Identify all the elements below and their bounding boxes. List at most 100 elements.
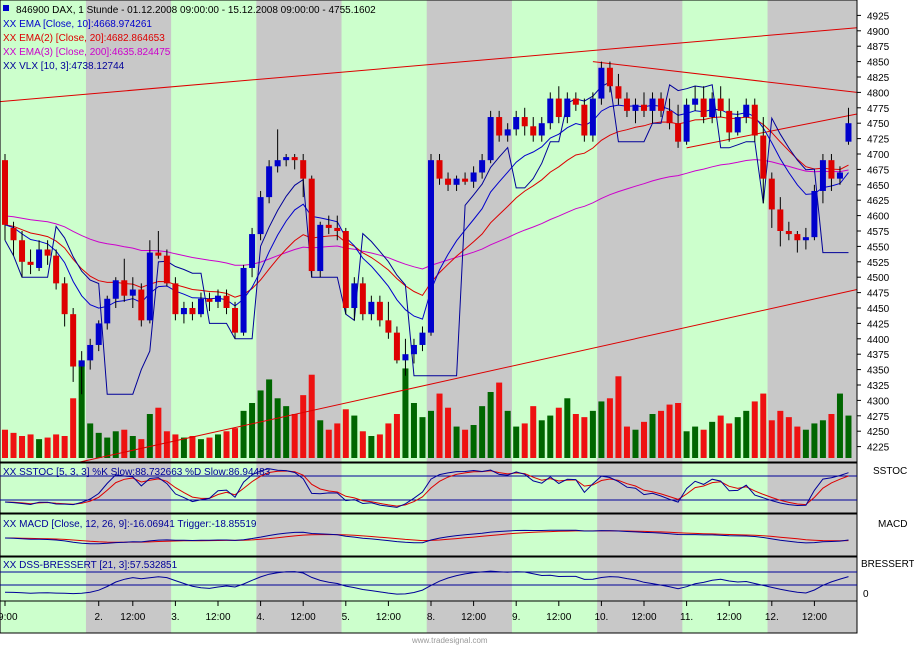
volume-bar: [692, 426, 699, 458]
candle-body: [223, 295, 230, 308]
volume-bar: [572, 414, 579, 458]
x-tick-label: 12:00: [291, 612, 316, 623]
vlx-legend: XX VLX [10, 3]:4738.12744: [3, 61, 125, 72]
volume-bar: [445, 407, 452, 458]
x-tick-label: 4.: [256, 612, 264, 623]
candle-body: [504, 129, 511, 136]
volume-bar: [163, 431, 170, 458]
volume-bar: [547, 415, 554, 458]
candles: [2, 61, 852, 395]
candle-body: [470, 172, 477, 182]
volume-bar: [266, 379, 273, 458]
candle-body: [410, 344, 417, 355]
x-tick-label: 12.: [765, 612, 779, 623]
candle-body: [291, 157, 298, 161]
candle-body: [342, 231, 349, 308]
ema20-line: [4, 116, 849, 298]
volume-bar: [189, 436, 196, 458]
volume-bar: [70, 398, 77, 458]
volume-bar: [683, 431, 690, 458]
vlx-line: [4, 81, 849, 395]
volume-bar: [581, 417, 588, 458]
y-tick-label: 4850: [867, 58, 890, 69]
macd-legend: XX MACD [Close, 12, 26, 9]:-16.06941 Tri…: [3, 519, 257, 530]
volume-bar: [530, 406, 537, 458]
volume-bar: [359, 431, 366, 458]
candle-body: [189, 308, 196, 315]
volume-bar: [325, 429, 332, 458]
candle-body: [794, 234, 801, 241]
candle-body: [197, 298, 204, 315]
volume-bar: [172, 434, 179, 458]
candle-body: [632, 104, 639, 111]
volume-bar: [410, 403, 417, 458]
candle-body: [180, 308, 187, 315]
candle-body: [649, 98, 656, 111]
volume-bar: [845, 415, 852, 458]
volume-bar: [598, 401, 605, 458]
candle-body: [44, 249, 51, 256]
candle-body: [53, 255, 60, 284]
sstoc-k-line: [4, 468, 849, 508]
volume-bar: [632, 429, 639, 458]
volume-bar: [538, 420, 545, 458]
volume-bar: [513, 426, 520, 458]
candle-body: [785, 231, 792, 235]
y-tick-label: 4775: [867, 104, 890, 115]
x-tick-label: 12:00: [461, 612, 486, 623]
volume-bar: [308, 374, 315, 458]
candle-body: [70, 314, 77, 367]
ema10-line: [4, 104, 849, 320]
dss-legend: XX DSS-BRESSERT [21, 3]:57.532851: [3, 560, 178, 571]
moving-averages: [4, 81, 849, 395]
volume-bar: [751, 401, 758, 458]
volume-bar: [393, 414, 400, 458]
candle-body: [598, 67, 605, 99]
y-tick-label: 4425: [867, 319, 890, 330]
candle-body: [27, 261, 34, 265]
band-divider: [299, 0, 342, 633]
x-tick-label: 10.: [594, 612, 608, 623]
y-tick-label: 4600: [867, 212, 890, 223]
x-tick-label: 09:00: [0, 612, 18, 623]
x-tick-label: 12:00: [205, 612, 230, 623]
volume-bars: [2, 360, 852, 458]
candle-body: [530, 126, 537, 136]
volume-bar: [19, 436, 26, 458]
candle-body: [777, 209, 784, 231]
volume-bar: [615, 376, 622, 458]
candle-body: [266, 166, 273, 198]
volume-bar: [112, 431, 119, 458]
x-tick-label: 12:00: [802, 612, 827, 623]
dss-tag: BRESSERT: [861, 559, 914, 570]
candle-body: [462, 178, 469, 182]
candle-body: [215, 295, 221, 302]
volume-bar: [180, 437, 187, 458]
candle-body: [717, 98, 724, 111]
volume-bar: [300, 395, 307, 458]
volume-bar: [479, 406, 486, 458]
y-tick-label: 4750: [867, 119, 890, 130]
candle-body: [521, 117, 528, 127]
volume-bar: [283, 406, 290, 458]
y-tick-label: 4675: [867, 165, 890, 176]
y-tick-label: 4800: [867, 88, 890, 99]
volume-bar: [700, 429, 707, 458]
green-band: [341, 0, 427, 633]
dss-tick: 0: [863, 589, 869, 600]
candle-body: [683, 104, 690, 142]
candle-body: [163, 255, 170, 284]
y-tick-label: 4550: [867, 242, 890, 253]
candle-body: [249, 234, 256, 268]
volume-bar: [155, 407, 162, 458]
volume-bar: [487, 392, 494, 458]
volume-bar: [240, 410, 247, 458]
upper-trendline: [0, 27, 858, 103]
candle-body: [445, 178, 452, 185]
volume-bar: [104, 437, 111, 458]
candle-body: [828, 160, 835, 179]
price-panel: [0, 0, 858, 463]
volume-bar: [36, 439, 43, 458]
candle-body: [751, 104, 758, 136]
candle-body: [487, 117, 494, 161]
